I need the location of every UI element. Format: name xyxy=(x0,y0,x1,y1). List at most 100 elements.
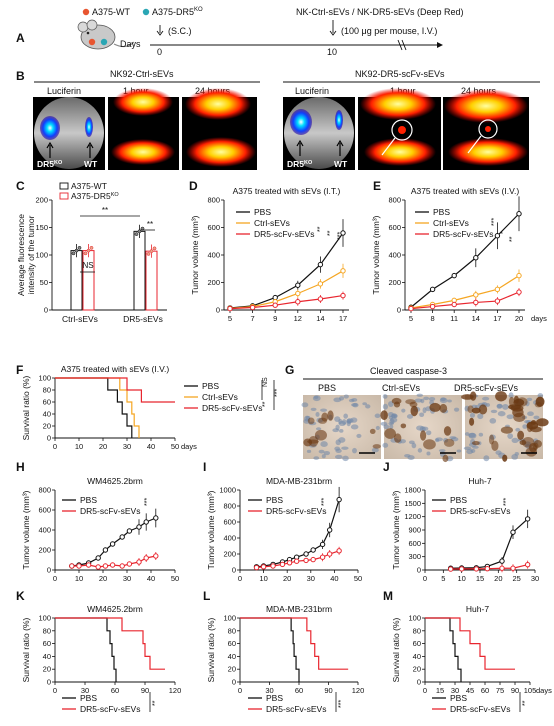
stained-cell xyxy=(491,440,499,451)
x-tick-label: 30 xyxy=(265,686,273,695)
y-tick-label: 0 xyxy=(47,566,51,575)
y-tick-label: 400 xyxy=(223,534,236,543)
y-tick-label: 40 xyxy=(413,652,421,661)
data-point xyxy=(102,563,109,569)
replicate-point xyxy=(137,229,142,234)
survival-curve xyxy=(240,617,349,670)
nucleus xyxy=(511,454,519,460)
nucleus xyxy=(342,455,349,462)
chart-panel-k: 0 20 40 60 80 100 0 30 60 90 120 Survival ratio (%)… xyxy=(21,604,181,714)
stained-cell xyxy=(314,429,327,441)
data-point xyxy=(95,555,101,561)
nucleus xyxy=(382,403,389,410)
up-arrow-icon xyxy=(46,141,54,149)
nucleus xyxy=(469,412,476,418)
nucleus xyxy=(334,454,343,460)
data-point xyxy=(524,516,531,522)
nucleus xyxy=(313,456,320,460)
legend-label: Ctrl-sEVs xyxy=(433,218,469,228)
nucleus xyxy=(489,418,497,424)
nucleus xyxy=(449,436,457,440)
replicate-point xyxy=(134,232,139,236)
data-point xyxy=(143,519,149,525)
data-point xyxy=(516,211,522,217)
col-label-luciferin: Luciferin xyxy=(295,86,329,96)
bar xyxy=(145,250,158,311)
y-tick-label: 20 xyxy=(43,665,51,674)
stained-cell xyxy=(321,412,329,422)
y-axis-label: Survival ratio (%) xyxy=(206,617,216,682)
data-point xyxy=(408,305,414,312)
stained-cell xyxy=(536,418,549,427)
y-tick-label: 200 xyxy=(388,278,401,287)
x-unit-label: days xyxy=(531,314,547,323)
stained-cell xyxy=(472,441,480,446)
x-tick-label: 30 xyxy=(307,574,315,583)
series-line xyxy=(410,291,520,310)
x-tick-label: 0 xyxy=(53,574,57,583)
x-tick-label: 5 xyxy=(228,314,232,323)
nucleus xyxy=(502,404,509,410)
data-point xyxy=(310,556,316,563)
data-point xyxy=(429,303,436,310)
nucleus xyxy=(464,432,470,436)
x-tick-label: 90 xyxy=(511,686,519,695)
nucleus xyxy=(351,403,358,407)
x-tick-label: 60 xyxy=(295,686,303,695)
x-tick-label: 10 xyxy=(457,574,465,583)
stained-cell xyxy=(521,436,535,448)
y-tick-label: 60 xyxy=(43,639,51,648)
nucleus xyxy=(533,415,540,420)
y-axis-label: Survival ratio (%) xyxy=(391,617,401,682)
data-point xyxy=(109,541,116,547)
stained-cell xyxy=(519,440,527,446)
significance-label: *** xyxy=(337,232,344,240)
significance-label: ** xyxy=(317,226,324,232)
legend-label: A375-DR5KO xyxy=(71,191,119,201)
stained-cell xyxy=(512,407,524,418)
x-tick-label: 20 xyxy=(99,442,107,451)
svg-text:DR5KO: DR5KO xyxy=(287,159,313,169)
data-point xyxy=(319,554,326,560)
tumor-highlight-circle xyxy=(391,119,413,141)
y-tick-label: 40 xyxy=(43,410,51,419)
nucleus xyxy=(365,404,371,409)
data-point xyxy=(272,302,278,308)
stained-cell xyxy=(526,421,533,433)
down-arrow-icon xyxy=(156,30,164,36)
x-tick-label: 40 xyxy=(147,442,155,451)
nucleus xyxy=(508,392,514,399)
legend-label: DR5-scFv-sEVs xyxy=(433,229,493,239)
nucleus xyxy=(423,396,430,401)
chart-title: MDA-MB-231brm xyxy=(266,476,332,486)
nucleus xyxy=(391,413,398,419)
nucleus xyxy=(318,449,325,454)
g-title: Cleaved caspase-3 xyxy=(370,366,447,376)
chart-title: Huh-7 xyxy=(466,604,489,614)
nucleus xyxy=(482,396,490,401)
chart-title: Huh-7 xyxy=(468,476,491,486)
significance-label: *** xyxy=(503,498,510,506)
panel-label-f: F xyxy=(16,363,23,377)
x-tick-label: 17 xyxy=(493,314,501,323)
stained-cell xyxy=(400,423,407,429)
x-tick-label: 90 xyxy=(141,686,149,695)
panel-label-k: K xyxy=(16,589,25,603)
data-point xyxy=(85,562,92,568)
y-tick-label: 60 xyxy=(228,639,236,648)
legend-label: PBS xyxy=(266,693,283,703)
data-point xyxy=(286,560,293,566)
y-tick-label: 600 xyxy=(223,518,236,527)
series-line xyxy=(229,232,344,309)
nucleus xyxy=(515,427,521,432)
significance-label: ** xyxy=(509,236,516,242)
legend-swatch xyxy=(59,182,69,190)
nucleus xyxy=(338,437,346,443)
significance-label: NS xyxy=(262,377,269,387)
data-point xyxy=(293,558,300,564)
replicate-point xyxy=(74,248,79,253)
col-label-luciferin: Luciferin xyxy=(47,86,81,96)
nucleus xyxy=(389,424,394,430)
legend-label: PBS xyxy=(202,381,219,391)
nucleus xyxy=(456,449,462,453)
